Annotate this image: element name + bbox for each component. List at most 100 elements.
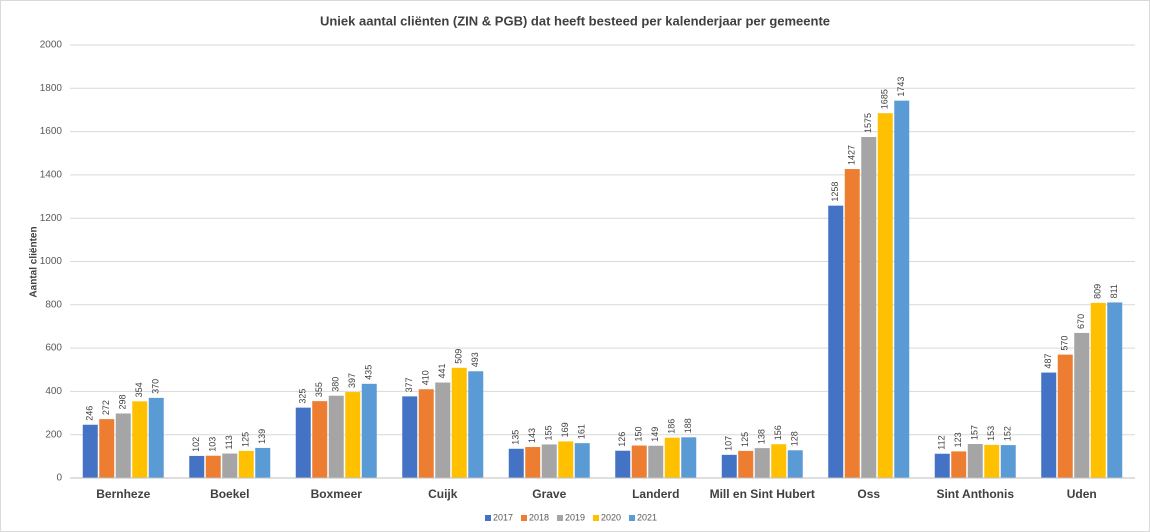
y-tick-label: 400: [45, 386, 62, 397]
x-tick-label: Grave: [532, 487, 566, 501]
bar: [1000, 445, 1016, 478]
value-label: 149: [650, 427, 660, 442]
y-tick-label: 1400: [40, 170, 63, 181]
value-label: 169: [560, 422, 570, 437]
value-label: 157: [970, 425, 980, 440]
bar: [1057, 354, 1073, 478]
bar: [721, 454, 737, 478]
y-tick-label: 1000: [40, 256, 63, 267]
bar: [328, 395, 344, 478]
value-label: 435: [364, 365, 374, 380]
value-label: 370: [151, 379, 161, 394]
legend-label: 2020: [601, 512, 621, 522]
bar: [451, 367, 467, 478]
bar: [115, 413, 131, 478]
value-label: 152: [1003, 426, 1013, 441]
bar: [844, 169, 860, 478]
bar: [648, 445, 664, 478]
bar: [828, 205, 844, 478]
bar: [468, 371, 484, 478]
x-tick-label: Mill en Sint Hubert: [710, 487, 815, 501]
bar: [189, 455, 205, 478]
legend-swatch: [593, 515, 599, 521]
value-label: 143: [527, 428, 537, 443]
value-label: 811: [1109, 284, 1119, 298]
bar: [1074, 332, 1090, 478]
bar: [738, 450, 754, 478]
bar: [615, 450, 631, 478]
bar: [541, 444, 557, 478]
legend-swatch: [485, 515, 491, 521]
bar: [1107, 302, 1123, 478]
y-axis-label: Aantal cliënten: [29, 226, 40, 297]
legend-label: 2019: [565, 512, 585, 522]
value-label: 272: [101, 400, 111, 415]
bar: [525, 447, 541, 478]
value-label: 441: [437, 363, 447, 378]
value-label: 1743: [896, 77, 906, 97]
value-label: 809: [1093, 284, 1103, 299]
value-label: 188: [683, 418, 693, 433]
value-label: 570: [1060, 336, 1070, 351]
value-label: 125: [740, 432, 750, 447]
y-tick-label: 1600: [40, 126, 63, 137]
bar: [418, 389, 434, 478]
value-label: 246: [85, 406, 95, 421]
value-label: 123: [953, 432, 963, 447]
y-tick-label: 0: [56, 473, 62, 484]
bar: [681, 437, 697, 478]
value-label: 354: [134, 382, 144, 397]
bar: [631, 445, 647, 478]
bar: [984, 444, 1000, 478]
value-label: 112: [937, 435, 947, 449]
bar: [574, 443, 590, 478]
legend-label: 2018: [529, 512, 549, 522]
x-tick-label: Landerd: [632, 487, 679, 501]
value-label: 1427: [847, 145, 857, 165]
bar: [787, 450, 803, 478]
legend-swatch: [521, 515, 527, 521]
x-tick-label: Cuijk: [428, 487, 458, 501]
x-tick-label: Oss: [857, 487, 880, 501]
value-label: 380: [331, 377, 341, 392]
bar: [222, 453, 238, 478]
y-tick-label: 1200: [40, 213, 63, 224]
y-tick-label: 600: [45, 343, 62, 354]
bar: [934, 453, 950, 478]
value-label: 155: [544, 425, 554, 440]
value-label: 126: [617, 432, 627, 447]
bar: [82, 424, 98, 478]
value-label: 135: [511, 430, 521, 445]
legend-swatch: [629, 515, 635, 521]
value-label: 670: [1076, 314, 1086, 329]
bar: [345, 392, 361, 478]
value-label: 487: [1043, 354, 1053, 369]
value-label: 139: [257, 429, 267, 444]
value-label: 355: [314, 382, 324, 397]
legend-label: 2021: [637, 512, 657, 522]
y-tick-label: 200: [45, 429, 62, 440]
x-tick-label: Bernheze: [96, 487, 150, 501]
value-label: 156: [773, 425, 783, 440]
bar: [148, 397, 164, 478]
bar: [295, 407, 311, 478]
value-label: 509: [454, 349, 464, 364]
value-label: 397: [347, 373, 357, 388]
value-label: 150: [634, 426, 644, 441]
value-label: 153: [986, 426, 996, 441]
value-label: 102: [191, 437, 201, 452]
value-label: 107: [724, 436, 734, 451]
value-label: 125: [241, 432, 251, 447]
bar: [99, 419, 115, 478]
bar: [664, 437, 680, 478]
legend-label: 2017: [493, 512, 513, 522]
bar: [754, 448, 770, 478]
value-label: 493: [470, 352, 480, 367]
bar: [361, 383, 377, 478]
value-label: 298: [118, 394, 128, 409]
bar: [771, 444, 787, 478]
bar: [1090, 302, 1106, 478]
value-label: 113: [224, 435, 234, 449]
bar: [435, 382, 451, 478]
value-label: 1575: [863, 113, 873, 133]
